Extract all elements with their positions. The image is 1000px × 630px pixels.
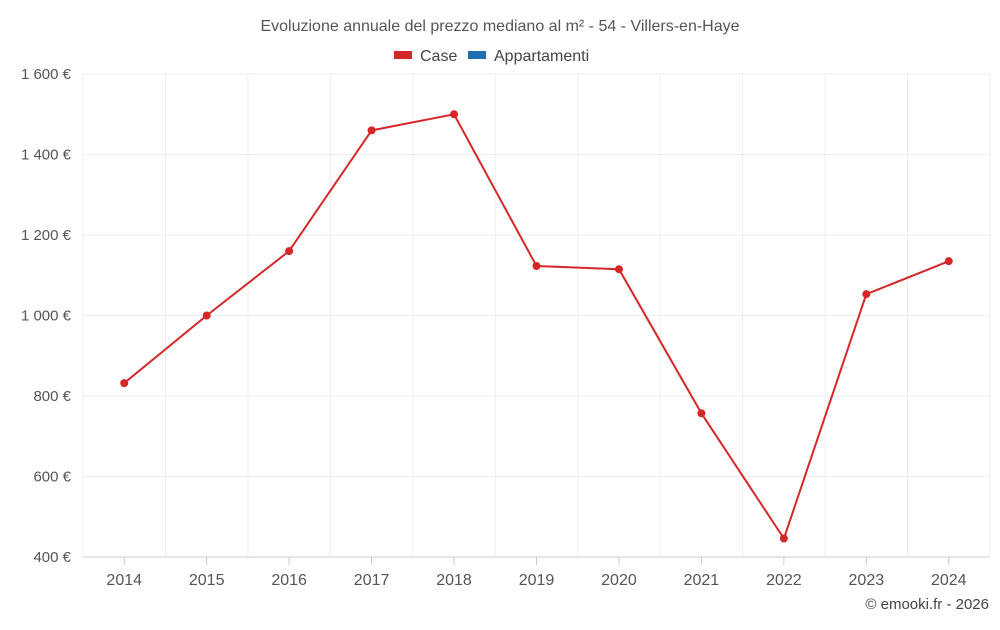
y-axis: 400 € 600 € 800 € 1 000 € 1 200 € 1 400 € 1 60…	[21, 66, 72, 566]
gridlines	[82, 73, 991, 558]
data-point-case-2017[interactable]	[367, 126, 376, 135]
x-tick-label: 2017	[354, 572, 390, 589]
chart-title: Evoluzione annuale del prezzo mediano al…	[260, 18, 739, 35]
data-point-case-2023[interactable]	[862, 290, 871, 299]
legend-label-case: Case	[420, 48, 457, 65]
legend-swatch-case	[394, 51, 412, 59]
y-tick-label: 1 200 €	[21, 227, 72, 244]
data-point-case-2020[interactable]	[614, 265, 623, 274]
series-case	[120, 110, 953, 543]
data-point-case-2022[interactable]	[779, 534, 788, 543]
x-tick-label: 2018	[436, 572, 472, 589]
x-tick-label: 2024	[931, 572, 967, 589]
credit-text: © emooki.fr - 2026	[865, 596, 989, 613]
legend-swatch-appartamenti	[468, 51, 486, 59]
x-tick-label: 2020	[601, 572, 637, 589]
data-point-case-2014[interactable]	[120, 379, 129, 388]
data-point-case-2021[interactable]	[697, 409, 706, 418]
x-tick-label: 2015	[189, 572, 225, 589]
x-tick-label: 2022	[766, 572, 802, 589]
y-tick-label: 1 400 €	[21, 147, 72, 164]
x-tick-label: 2023	[849, 572, 885, 589]
legend-item-appartamenti[interactable]: Appartamenti	[468, 48, 589, 65]
data-point-case-2018[interactable]	[450, 110, 459, 119]
y-tick-label: 400 €	[33, 549, 71, 566]
data-point-case-2015[interactable]	[202, 311, 211, 320]
data-point-case-2024[interactable]	[944, 257, 953, 266]
x-axis: 2014 2015 2016 2017 2018 2019 2020 2021 2022 2023…	[106, 557, 967, 589]
legend-item-case[interactable]: Case	[394, 48, 457, 65]
y-tick-label: 1 000 €	[21, 308, 72, 325]
y-tick-label: 800 €	[33, 388, 71, 405]
x-tick-label: 2016	[271, 572, 307, 589]
x-tick-label: 2014	[106, 572, 142, 589]
y-tick-label: 600 €	[33, 469, 71, 486]
data-point-case-2016[interactable]	[285, 247, 294, 256]
x-tick-label: 2021	[684, 572, 720, 589]
legend: Case Appartamenti	[394, 48, 589, 65]
y-tick-label: 1 600 €	[21, 66, 72, 83]
x-tick-label: 2019	[519, 572, 555, 589]
legend-label-appartamenti: Appartamenti	[494, 48, 589, 65]
data-point-case-2019[interactable]	[532, 261, 541, 270]
